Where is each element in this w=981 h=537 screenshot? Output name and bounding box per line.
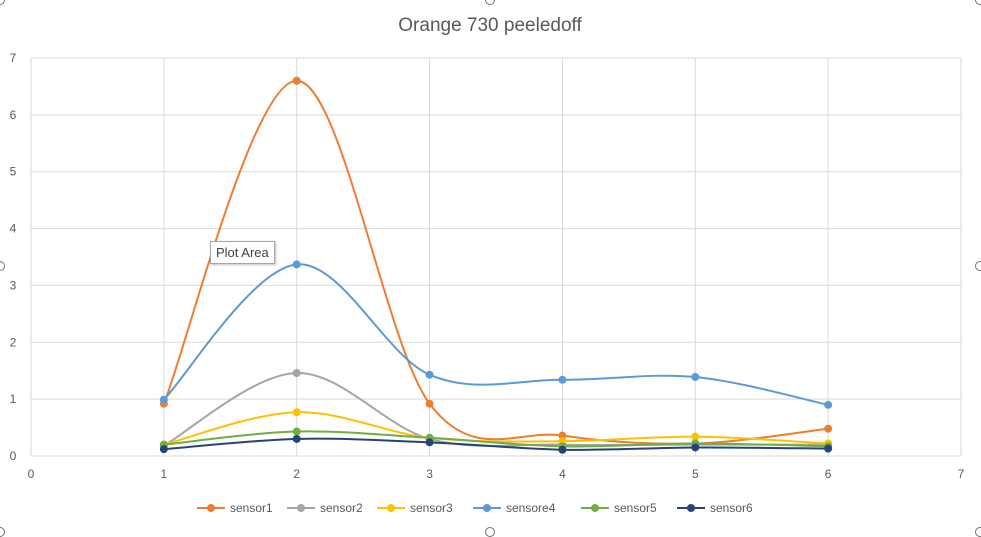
gridlines: [30, 57, 962, 457]
series-line[interactable]: [163, 411, 829, 446]
data-point[interactable]: [292, 427, 301, 436]
data-point[interactable]: [558, 375, 567, 384]
data-point[interactable]: [558, 445, 567, 454]
y-tick-label: 4: [10, 222, 17, 236]
resize-handle-top-right[interactable]: [975, 0, 981, 5]
data-point[interactable]: [292, 76, 301, 85]
resize-handle-middle-right[interactable]: [975, 261, 981, 271]
y-tick-label: 6: [10, 108, 17, 122]
data-point[interactable]: [824, 424, 833, 433]
x-axis-ticks: 0 1 2 3 4 5 6 7: [28, 467, 965, 481]
series-line[interactable]: [163, 430, 829, 448]
data-point[interactable]: [691, 432, 700, 441]
data-point[interactable]: [159, 445, 168, 454]
y-tick-label: 7: [10, 51, 17, 65]
legend-item[interactable]: sensor3: [377, 501, 453, 515]
data-point[interactable]: [691, 372, 700, 381]
x-tick-label: 2: [293, 467, 300, 481]
data-point[interactable]: [824, 444, 833, 453]
resize-handle-bottom-right[interactable]: [975, 527, 981, 537]
data-point[interactable]: [292, 434, 301, 443]
data-point[interactable]: [824, 400, 833, 409]
data-point[interactable]: [292, 368, 301, 377]
x-tick-label: 7: [958, 467, 965, 481]
y-axis-ticks: 0 1 2 3 4 5 6 7: [10, 51, 17, 463]
legend-marker: [207, 504, 215, 512]
x-tick-label: 1: [161, 467, 168, 481]
series-line[interactable]: [163, 437, 829, 451]
legend-marker: [687, 504, 695, 512]
plot-area[interactable]: [159, 76, 833, 454]
legend-marker: [591, 504, 599, 512]
data-point[interactable]: [159, 395, 168, 404]
legend-item[interactable]: sensor6: [677, 501, 753, 515]
legend-label: sensor6: [710, 501, 753, 515]
plot-area-tooltip: Plot Area: [210, 241, 275, 264]
y-tick-label: 0: [10, 449, 17, 463]
y-tick-label: 1: [10, 392, 17, 406]
x-tick-label: 3: [426, 467, 433, 481]
series-sensor6[interactable]: [159, 434, 833, 454]
data-point[interactable]: [425, 370, 434, 379]
y-tick-label: 2: [10, 335, 17, 349]
legend-marker: [387, 504, 395, 512]
legend-item[interactable]: sensor5: [581, 501, 657, 515]
resize-handle-bottom-center[interactable]: [485, 527, 495, 537]
x-tick-label: 0: [28, 467, 35, 481]
x-tick-label: 6: [825, 467, 832, 481]
x-tick-label: 4: [559, 467, 566, 481]
data-point[interactable]: [425, 438, 434, 447]
legend[interactable]: sensor1 sensor2 sensor3 sensore4 sensor5 sens…: [197, 501, 753, 515]
legend-marker: [297, 504, 305, 512]
legend-item[interactable]: sensore4: [473, 501, 556, 515]
legend-label: sensor3: [410, 501, 453, 515]
data-point[interactable]: [425, 399, 434, 408]
data-point[interactable]: [292, 260, 301, 269]
data-point[interactable]: [292, 408, 301, 417]
legend-label: sensor2: [320, 501, 363, 515]
chart-title: Orange 730 peeledoff: [398, 15, 582, 36]
legend-marker: [483, 504, 491, 512]
resize-handle-bottom-left[interactable]: [0, 527, 5, 537]
legend-item[interactable]: sensor1: [197, 501, 273, 515]
legend-item[interactable]: sensor2: [287, 501, 363, 515]
legend-label: sensor5: [614, 501, 657, 515]
y-tick-label: 5: [10, 165, 17, 179]
data-point[interactable]: [558, 431, 567, 440]
legend-label: sensore4: [506, 501, 556, 515]
series-sensore4[interactable]: [159, 260, 833, 409]
data-point[interactable]: [691, 443, 700, 452]
legend-label: sensor1: [230, 501, 273, 515]
x-tick-label: 5: [692, 467, 699, 481]
y-tick-label: 3: [10, 278, 17, 292]
